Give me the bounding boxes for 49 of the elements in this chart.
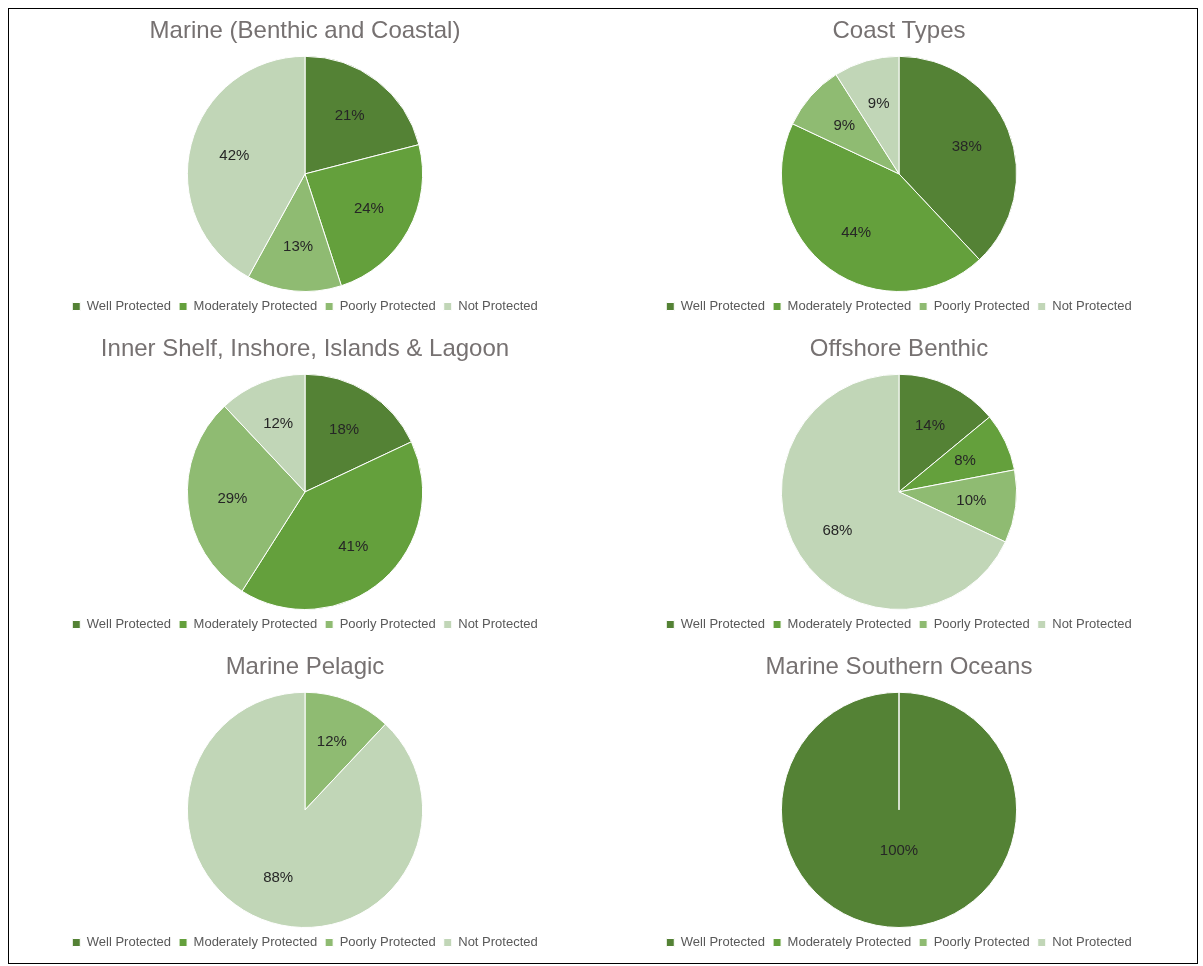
legend-label: Well Protected <box>680 616 766 632</box>
legend-label: Poorly Protected <box>339 616 436 632</box>
chart-title: Inner Shelf, Inshore, Islands & Lagoon <box>100 334 510 362</box>
chart-title: Marine Southern Oceans <box>765 652 1033 680</box>
legend-label: Moderately Protected <box>787 934 912 950</box>
legend-label: Moderately Protected <box>787 616 912 632</box>
data-label: 42% <box>219 145 250 163</box>
data-label: 8% <box>954 451 976 468</box>
data-label: 21% <box>334 106 365 124</box>
legend-label: Poorly Protected <box>933 298 1030 314</box>
legend-label: Well Protected <box>680 934 766 950</box>
chart-title: Offshore Benthic <box>809 334 989 362</box>
legend-label: Moderately Protected <box>193 616 318 632</box>
legend-label: Not Protected <box>458 616 538 632</box>
legend-label: Well Protected <box>86 298 172 314</box>
legend-label: Not Protected <box>458 298 538 314</box>
legend-label: Poorly Protected <box>339 934 436 950</box>
legend-label: Not Protected <box>1052 298 1132 314</box>
data-label: 12% <box>316 732 347 750</box>
data-label: 10% <box>956 491 987 509</box>
legend-label: Moderately Protected <box>787 298 912 314</box>
legend-label: Moderately Protected <box>193 298 318 314</box>
data-label: 41% <box>338 536 369 554</box>
chart-title: Marine Pelagic <box>225 652 385 680</box>
legend-label: Poorly Protected <box>933 934 1030 950</box>
data-label: 18% <box>329 420 360 438</box>
legend-label: Well Protected <box>86 616 172 632</box>
legend-label: Not Protected <box>1052 934 1132 950</box>
legend-label: Poorly Protected <box>339 298 436 314</box>
data-label: 12% <box>263 414 294 432</box>
legend-label: Well Protected <box>86 934 172 950</box>
chart-title: Coast Types <box>832 16 966 44</box>
data-label: 9% <box>867 94 890 112</box>
legend-label: Well Protected <box>680 298 766 314</box>
data-label: 38% <box>951 137 982 155</box>
data-label: 24% <box>353 199 384 217</box>
legend-label: Poorly Protected <box>933 616 1030 632</box>
legend-label: Not Protected <box>1052 616 1132 632</box>
data-label: 29% <box>217 488 248 506</box>
data-label: 100% <box>879 841 919 859</box>
data-label: 44% <box>841 223 872 241</box>
data-label: 9% <box>833 115 856 133</box>
data-label: 14% <box>915 416 946 434</box>
data-label: 13% <box>283 236 314 254</box>
chart-title: Marine (Benthic and Coastal) <box>149 16 461 44</box>
legend-label: Not Protected <box>458 934 538 950</box>
legend-label: Moderately Protected <box>193 934 318 950</box>
data-label: 88% <box>263 867 294 885</box>
data-label: 68% <box>822 521 853 539</box>
